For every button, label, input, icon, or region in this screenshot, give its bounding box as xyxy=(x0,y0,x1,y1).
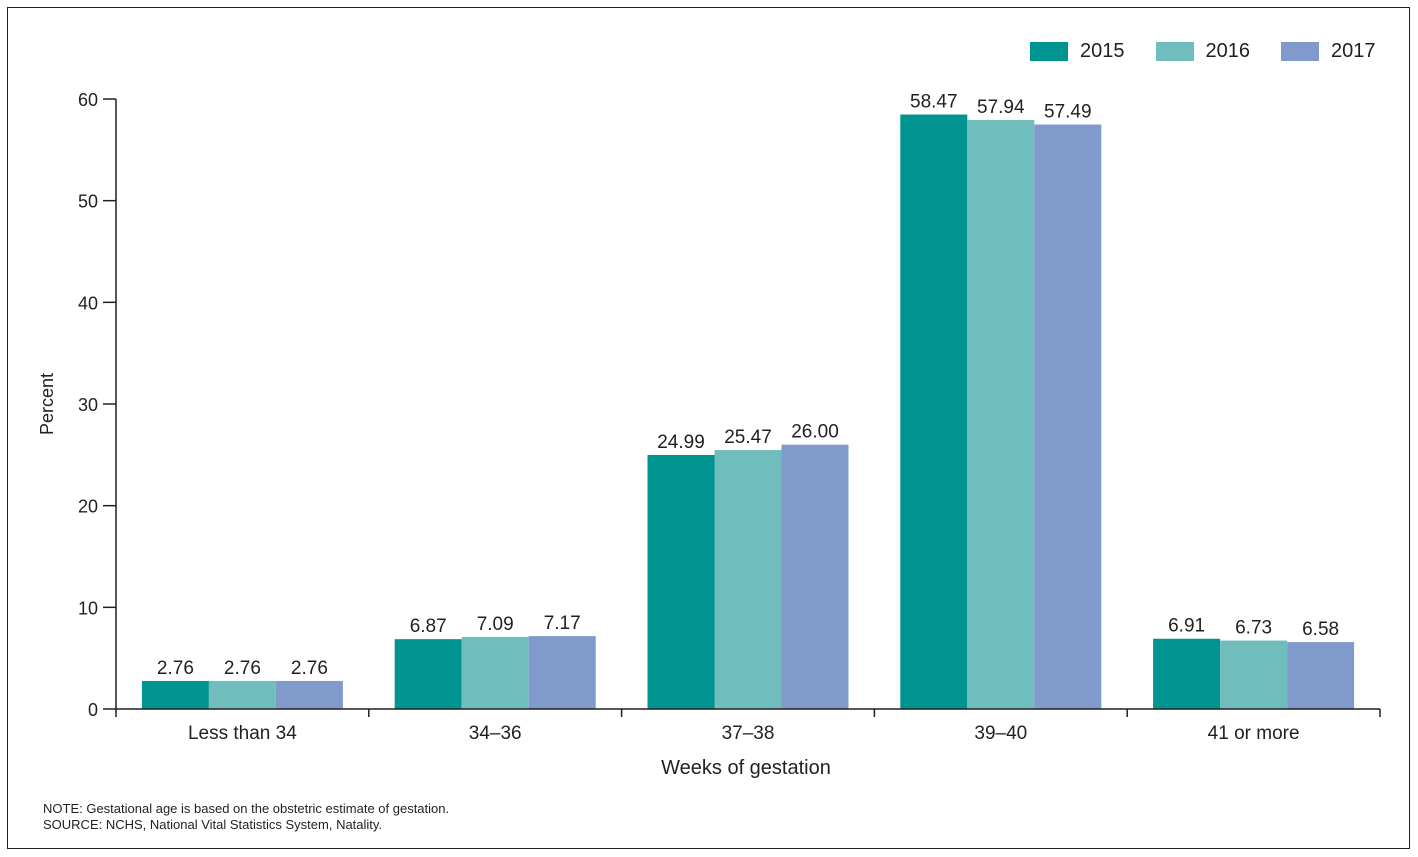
legend-swatch-2017 xyxy=(1281,42,1319,61)
bar-2015 xyxy=(141,680,209,709)
value-label: 6.58 xyxy=(1302,619,1339,640)
value-label: 7.17 xyxy=(544,613,581,634)
value-label: 2.76 xyxy=(291,658,328,679)
bar-2016 xyxy=(461,636,529,709)
value-label: 2.76 xyxy=(157,658,194,679)
source-text: SOURCE: NCHS, National Vital Statistics … xyxy=(43,817,383,832)
value-label: 57.94 xyxy=(977,97,1025,118)
y-tick-label: 30 xyxy=(78,395,98,415)
value-label: 7.09 xyxy=(477,614,514,635)
bar-2017 xyxy=(528,636,596,709)
bar-2015 xyxy=(900,114,968,710)
y-tick-label: 20 xyxy=(78,497,98,517)
bar-2016 xyxy=(967,119,1035,709)
x-tick-label: Less than 34 xyxy=(188,723,297,744)
x-tick-label: 39–40 xyxy=(974,723,1027,744)
value-label: 58.47 xyxy=(910,92,958,113)
legend-item-2017: 2017 xyxy=(1281,40,1376,63)
x-axis-title: Weeks of gestation xyxy=(661,757,831,779)
y-ticks-group: 0 10 20 30 40 50 60 xyxy=(78,90,116,720)
bar-2015 xyxy=(394,639,462,709)
bar-2017 xyxy=(275,680,343,709)
value-labels-group: 2.76 2.76 2.76 6.87 7.09 7.17 24.99 25.47 26.00 5… xyxy=(157,92,1339,679)
x-tick-label: 34–36 xyxy=(469,723,522,744)
y-tick-label: 40 xyxy=(78,293,98,313)
y-axis-title: Percent xyxy=(37,373,57,435)
x-tick-label: 37–38 xyxy=(722,723,775,744)
value-label: 24.99 xyxy=(657,432,705,453)
bar-2017 xyxy=(1034,124,1102,710)
value-label: 6.91 xyxy=(1168,616,1205,637)
legend-label-2015: 2015 xyxy=(1080,40,1125,62)
y-tick-label: 0 xyxy=(88,700,98,720)
bar-2016 xyxy=(714,450,782,709)
bar-2016 xyxy=(208,680,276,709)
legend-label-2017: 2017 xyxy=(1331,40,1376,62)
value-label: 26.00 xyxy=(791,422,839,443)
note-text: NOTE: Gestational age is based on the ob… xyxy=(43,801,450,816)
value-label: 6.73 xyxy=(1235,618,1272,639)
value-label: 6.87 xyxy=(410,616,447,637)
legend-item-2016: 2016 xyxy=(1155,40,1251,63)
value-label: 57.49 xyxy=(1044,102,1092,123)
bar-2017 xyxy=(781,444,849,709)
bar-2016 xyxy=(1220,640,1288,709)
value-label: 2.76 xyxy=(224,658,261,679)
y-tick-label: 60 xyxy=(78,90,98,110)
legend-swatch-2016 xyxy=(1155,42,1194,61)
bar-2015 xyxy=(1153,638,1221,709)
legend-item-2015: 2015 xyxy=(1030,40,1125,63)
legend-swatch-2015 xyxy=(1030,42,1068,61)
legend: 2015 2016 2017 xyxy=(1030,40,1376,63)
x-tick-label: 41 or more xyxy=(1208,723,1300,744)
bar-2017 xyxy=(1287,642,1355,709)
x-ticks-group: Less than 34 34–36 37–38 39–40 41 or more xyxy=(115,709,1381,744)
y-tick-label: 50 xyxy=(78,192,98,212)
bar-2015 xyxy=(647,454,715,709)
value-label: 25.47 xyxy=(724,427,772,448)
legend-label-2016: 2016 xyxy=(1205,40,1251,62)
bars-group xyxy=(141,114,1355,710)
y-tick-label: 10 xyxy=(78,598,98,618)
